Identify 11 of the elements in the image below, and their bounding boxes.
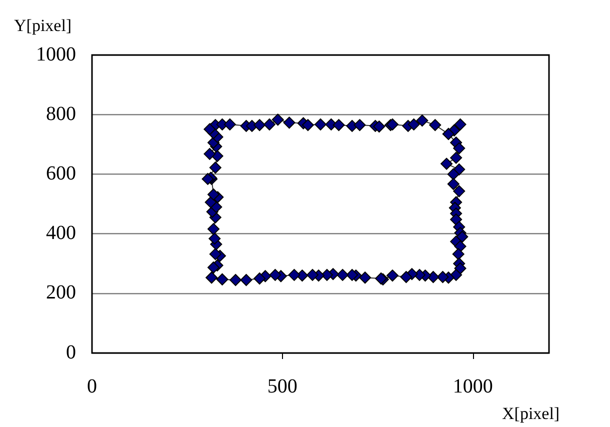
x-tick-label: 500 bbox=[267, 375, 298, 398]
y-tick-label: 200 bbox=[46, 282, 76, 304]
y-tick-label: 0 bbox=[66, 341, 76, 364]
x-axis-title: X[pixel] bbox=[502, 404, 560, 423]
x-tick-label: 0 bbox=[87, 375, 97, 398]
y-tick-label: 1000 bbox=[36, 43, 76, 66]
x-tick-label: 1000 bbox=[452, 375, 493, 398]
y-tick-label: 400 bbox=[46, 222, 76, 244]
y-tick-label: 600 bbox=[46, 162, 76, 184]
y-tick-label: 800 bbox=[46, 102, 76, 125]
y-axis-title: Y[pixel] bbox=[14, 16, 72, 35]
